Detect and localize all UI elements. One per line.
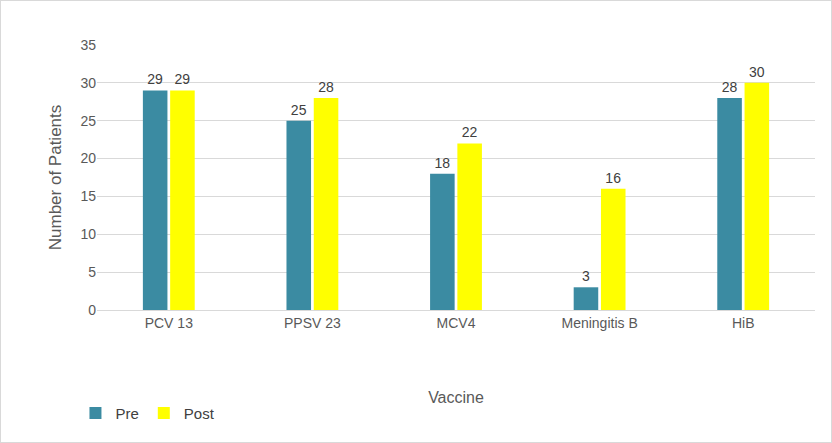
svg-text:29: 29 [147,71,163,87]
svg-text:16: 16 [605,170,621,186]
svg-text:18: 18 [434,155,450,171]
svg-text:Vaccine: Vaccine [428,389,484,406]
svg-text:30: 30 [749,64,765,80]
svg-text:25: 25 [80,113,96,129]
svg-text:3: 3 [582,268,590,284]
svg-text:MCV4: MCV4 [437,315,476,331]
svg-text:Number of Patients: Number of Patients [46,105,65,251]
svg-text:30: 30 [80,75,96,91]
svg-text:HiB: HiB [732,315,755,331]
svg-text:35: 35 [80,37,96,53]
svg-text:PCV 13: PCV 13 [145,315,193,331]
svg-text:15: 15 [80,188,96,204]
svg-text:PPSV 23: PPSV 23 [284,315,341,331]
svg-text:Pre: Pre [115,405,138,422]
svg-text:28: 28 [722,79,738,95]
svg-text:29: 29 [175,71,191,87]
svg-text:5: 5 [88,264,96,280]
svg-text:Post: Post [184,405,215,422]
svg-text:20: 20 [80,150,96,166]
svg-text:0: 0 [88,302,96,318]
svg-text:28: 28 [318,79,334,95]
svg-text:25: 25 [291,102,307,118]
svg-text:10: 10 [80,226,96,242]
svg-text:22: 22 [462,124,478,140]
svg-text:Meningitis B: Meningitis B [561,315,637,331]
